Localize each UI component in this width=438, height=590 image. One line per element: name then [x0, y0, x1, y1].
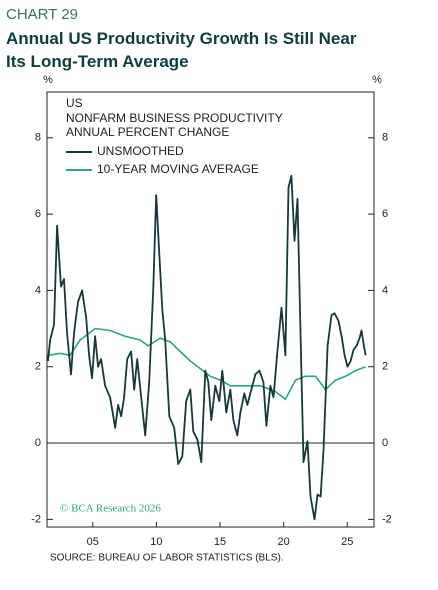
annotation: ANNUAL PERCENT CHANGE: [66, 125, 229, 139]
source: SOURCE: BUREAU OF LABOR STATISTICS (BLS)…: [50, 553, 284, 564]
x-tick-label: 25: [341, 536, 353, 548]
y2-tick-label: 0: [382, 437, 388, 449]
legend-label: 10-YEAR MOVING AVERAGE: [97, 162, 259, 176]
y-tick-label: 2: [35, 361, 41, 373]
x-tick-label: 05: [87, 536, 99, 548]
y2-tick-label: 8: [382, 132, 388, 144]
y-tick-label: 8: [35, 132, 41, 144]
y2-tick-label: -2: [382, 513, 392, 525]
y-tick-label: -2: [31, 513, 41, 525]
x-tick-label: 10: [150, 536, 162, 548]
y2-axis-label: %: [372, 74, 382, 86]
series-line: [47, 175, 367, 521]
y2-tick-label: 6: [382, 208, 388, 220]
chart-title: Annual US Productivity Growth Is Still N…: [6, 29, 357, 71]
y-tick-label: 4: [35, 284, 41, 296]
y2-tick-label: 2: [382, 361, 388, 373]
y-tick-label: 6: [35, 208, 41, 220]
chart-number: CHART 29: [6, 6, 78, 23]
y2-tick-label: 4: [382, 284, 388, 296]
annotation: NONFARM BUSINESS PRODUCTIVITY: [66, 111, 283, 125]
y-axis-label: %: [43, 74, 53, 86]
annotation: US: [66, 96, 83, 110]
x-tick-label: 20: [278, 536, 290, 548]
plot-frame: [46, 91, 375, 528]
y-tick-label: 0: [35, 437, 41, 449]
legend-label: UNSMOOTHED: [97, 144, 184, 158]
watermark: © BCA Research 2026: [60, 503, 161, 515]
series-line: [47, 327, 366, 400]
x-tick-label: 15: [214, 536, 226, 548]
